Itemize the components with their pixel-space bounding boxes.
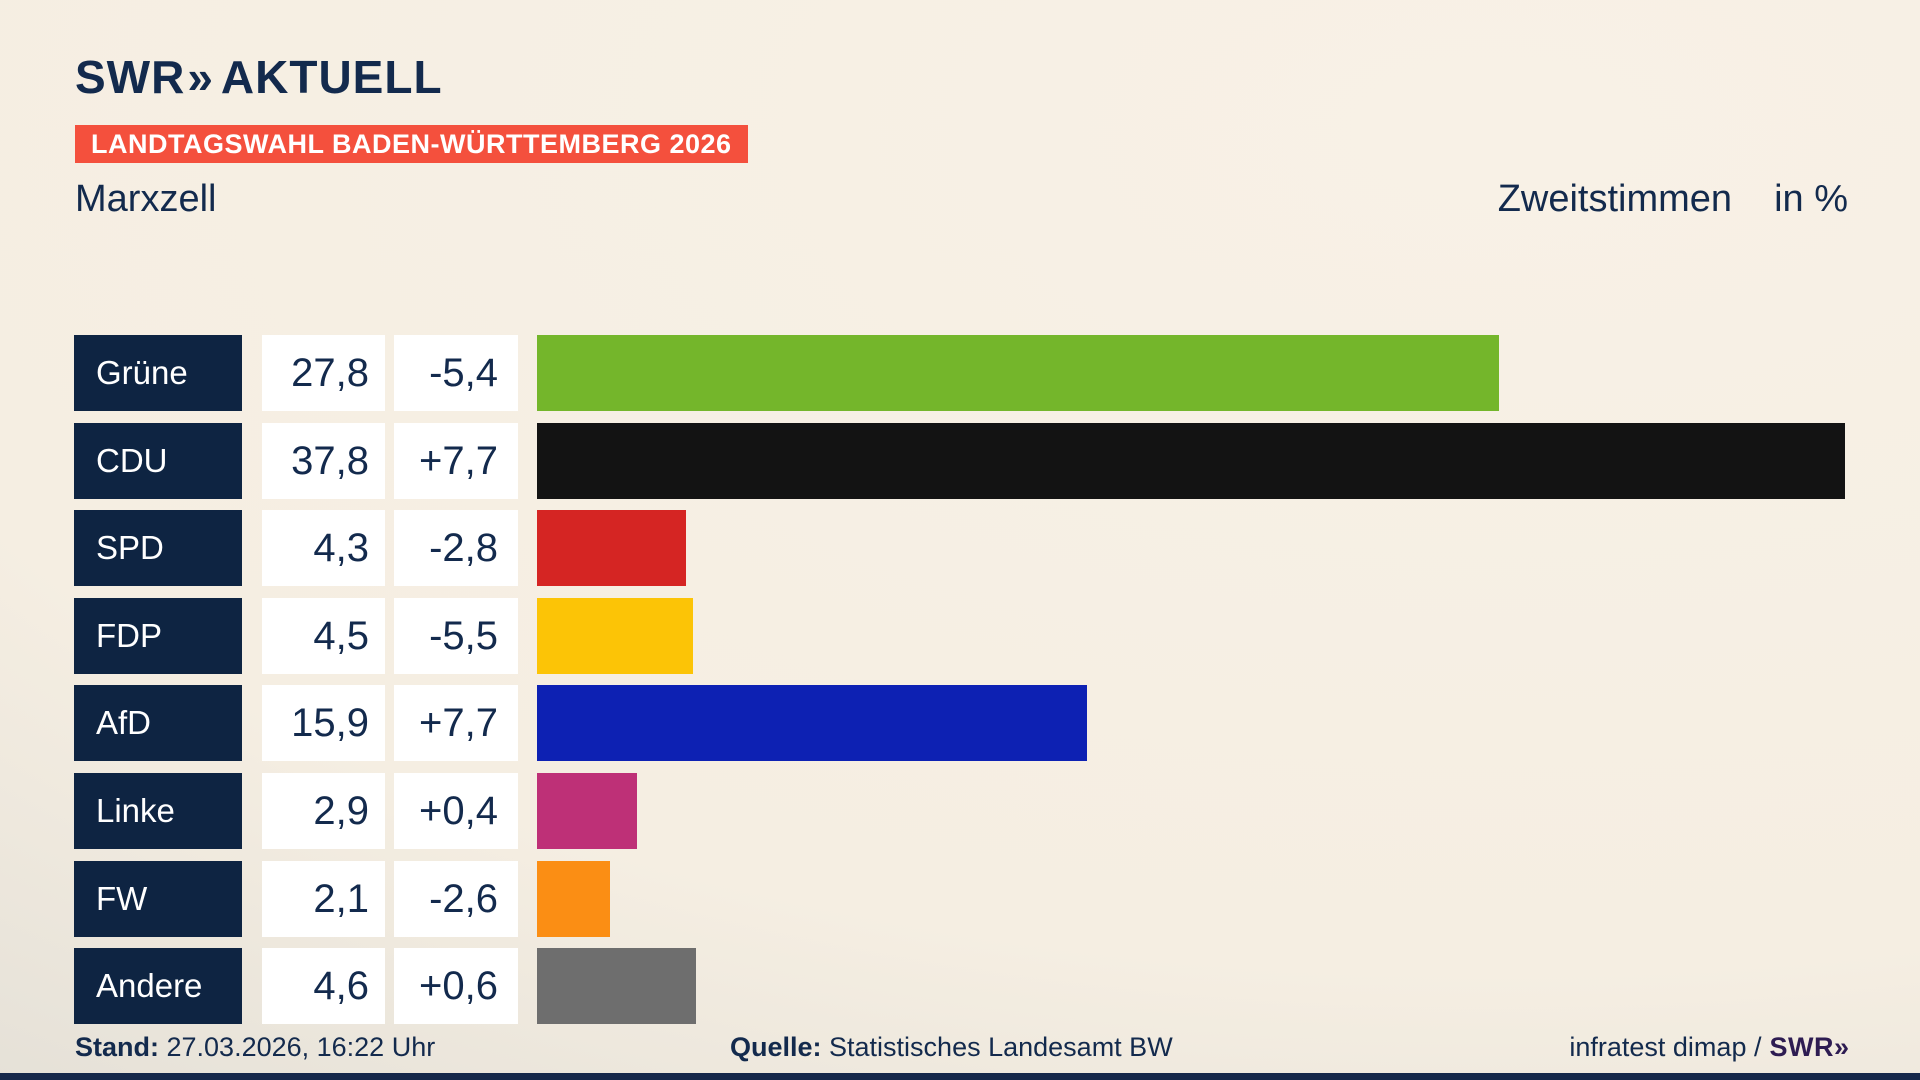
measure-title: Zweitstimmen in % (1498, 178, 1848, 221)
percent-value: 4,3 (262, 510, 385, 587)
bar-track (537, 948, 1845, 1025)
table-row: AfD 15,9 +7,7 (0, 685, 1920, 762)
table-row: CDU 37,8 +7,7 (0, 422, 1920, 499)
swr-logo-text: SWR (75, 51, 186, 103)
result-bar (537, 422, 1845, 499)
diff-value: -5,4 (394, 335, 518, 411)
table-row: FW 2,1 -2,6 (0, 860, 1920, 937)
footer: Stand: 27.03.2026, 16:22 Uhr Quelle: Sta… (0, 1032, 1920, 1072)
result-bar (537, 510, 686, 587)
swr-logo-chevrons-icon: » (187, 51, 212, 103)
party-label: FDP (74, 597, 242, 674)
table-row: Andere 4,6 +0,6 (0, 948, 1920, 1025)
bar-track (537, 335, 1845, 411)
party-label: CDU (74, 422, 242, 499)
quelle-label: Quelle: (730, 1032, 822, 1062)
stand-value: 27.03.2026, 16:22 Uhr (159, 1032, 436, 1062)
bar-track (537, 422, 1845, 499)
measure-label: Zweitstimmen (1497, 178, 1733, 220)
table-row: Grüne 27,8 -5,4 (0, 335, 1920, 411)
party-label: Grüne (74, 335, 242, 411)
municipality-title: Marxzell (75, 178, 217, 220)
diff-value: +0,6 (394, 948, 518, 1025)
credit-text: infratest dimap / (1569, 1032, 1762, 1062)
party-label: SPD (74, 510, 242, 587)
swr-footer-logo-text: SWR (1769, 1032, 1834, 1062)
party-label: FW (74, 860, 242, 937)
percent-value: 4,5 (262, 597, 385, 674)
diff-value: -2,8 (394, 510, 518, 587)
source-note: Quelle: Statistisches Landesamt BW (730, 1032, 1173, 1063)
swr-footer-logo: SWR» (1769, 1032, 1849, 1062)
diff-value: +7,7 (394, 685, 518, 762)
quelle-value: Statistisches Landesamt BW (821, 1032, 1173, 1062)
percent-value: 2,1 (262, 860, 385, 937)
unit-label: in % (1774, 178, 1848, 220)
bar-track (537, 510, 1845, 587)
bottom-edge-strip (0, 1073, 1920, 1080)
result-bar (537, 860, 610, 937)
percent-value: 27,8 (262, 335, 385, 411)
stand-label: Stand: (75, 1032, 159, 1062)
result-bar (537, 597, 693, 674)
result-bar (537, 685, 1088, 762)
table-row: Linke 2,9 +0,4 (0, 772, 1920, 849)
bar-track (537, 685, 1845, 762)
party-label: AfD (74, 685, 242, 762)
party-label: Andere (74, 948, 242, 1025)
table-row: SPD 4,3 -2,8 (0, 510, 1920, 587)
results-bar-chart: Grüne 27,8 -5,4 CDU 37,8 +7,7 SPD 4,3 -2,8 FDP 4,5… (0, 335, 1920, 1025)
election-badge: LANDTAGSWAHL BADEN-WÜRTTEMBERG 2026 (75, 125, 748, 163)
bar-track (537, 860, 1845, 937)
percent-value: 4,6 (262, 948, 385, 1025)
diff-value: +0,4 (394, 772, 518, 849)
stand-timestamp: Stand: 27.03.2026, 16:22 Uhr (75, 1032, 435, 1063)
diff-value: +7,7 (394, 422, 518, 499)
swr-footer-logo-chevrons-icon: » (1833, 1032, 1849, 1062)
bar-track (537, 772, 1845, 849)
diff-value: -5,5 (394, 597, 518, 674)
subtitle-row: Marxzell Zweitstimmen in % (75, 178, 1848, 228)
swr-logo-suffix: AKTUELL (220, 51, 443, 103)
table-row: FDP 4,5 -5,5 (0, 597, 1920, 674)
percent-value: 15,9 (262, 685, 385, 762)
bar-track (537, 597, 1845, 674)
diff-value: -2,6 (394, 860, 518, 937)
percent-value: 2,9 (262, 772, 385, 849)
result-bar (537, 948, 697, 1025)
percent-value: 37,8 (262, 422, 385, 499)
credit-note: infratest dimap / SWR» (1569, 1032, 1849, 1063)
result-bar (537, 335, 1499, 411)
party-label: Linke (74, 772, 242, 849)
swr-aktuell-logo: SWR» AKTUELL (75, 50, 443, 104)
result-bar (537, 772, 638, 849)
